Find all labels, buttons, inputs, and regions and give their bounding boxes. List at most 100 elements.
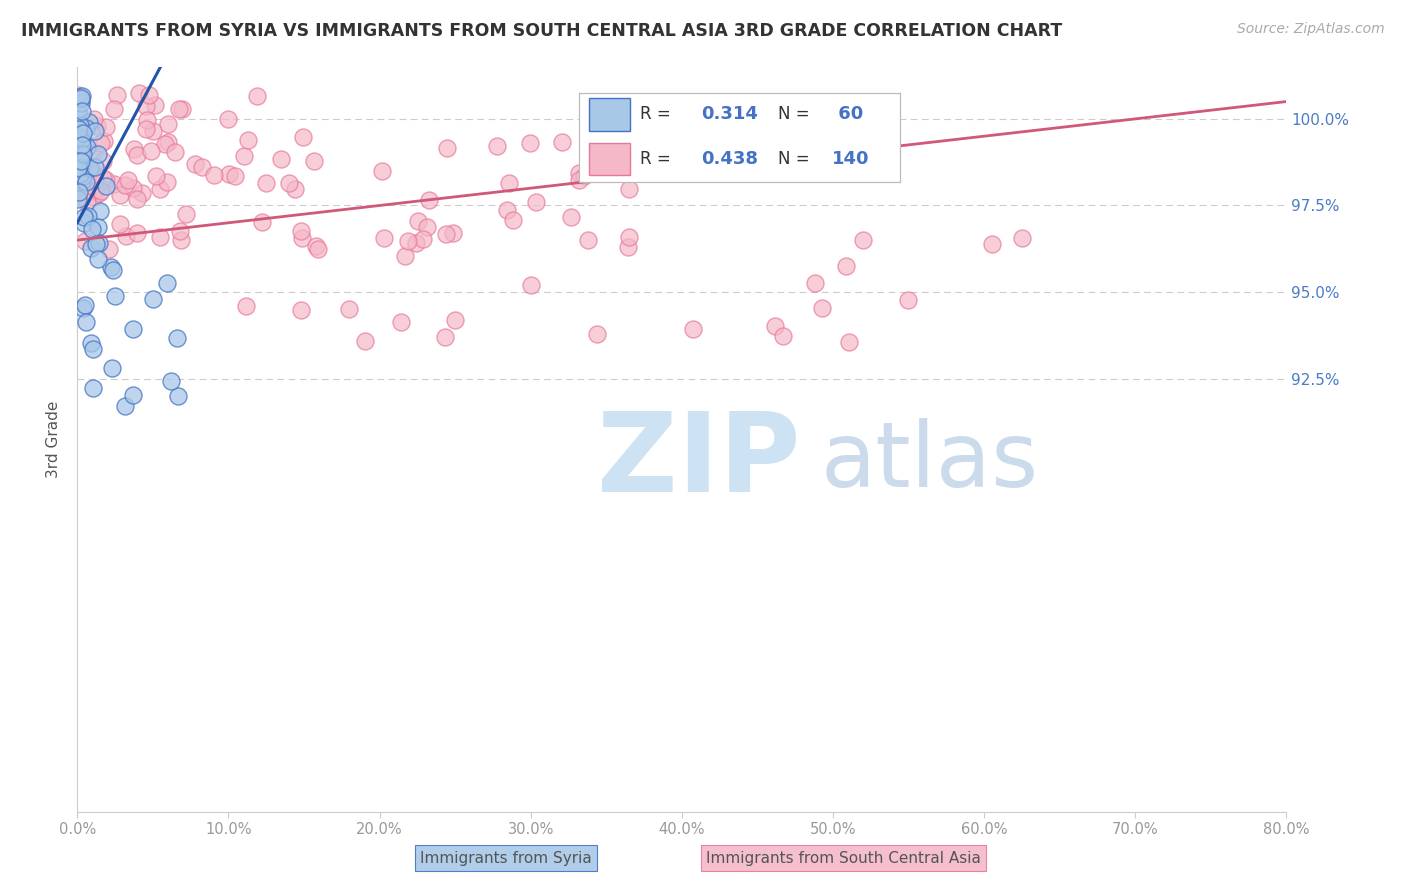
Point: [172, 103, 194, 117]
Point: [66, 129, 89, 144]
Point: [373, 231, 395, 245]
Point: [75, 235, 97, 249]
Point: [389, 315, 412, 329]
Point: [169, 224, 191, 238]
Point: [103, 102, 125, 116]
Point: [136, 112, 159, 127]
Point: [67, 176, 90, 190]
Point: [87, 219, 110, 234]
Point: [434, 227, 457, 242]
Point: [72, 126, 94, 140]
Point: [619, 230, 641, 244]
Point: [127, 148, 149, 162]
Point: [292, 129, 315, 144]
Point: [371, 164, 394, 178]
Point: [125, 226, 148, 240]
Point: [117, 172, 139, 186]
Point: [568, 166, 591, 180]
Point: [75, 121, 97, 136]
Point: [90, 184, 112, 198]
Point: [236, 133, 259, 147]
Point: [84, 124, 107, 138]
Point: [72, 169, 94, 184]
Point: [495, 202, 517, 217]
Point: [305, 239, 328, 253]
Point: [572, 169, 595, 184]
Point: [568, 172, 591, 186]
Point: [79, 161, 101, 176]
Point: [82, 146, 104, 161]
Point: [110, 217, 132, 231]
Point: [128, 86, 150, 100]
Point: [87, 186, 110, 201]
Point: [682, 322, 704, 336]
Point: [270, 152, 292, 166]
Point: [149, 182, 172, 196]
Point: [83, 168, 105, 182]
Point: [250, 214, 273, 228]
Point: [89, 203, 111, 218]
Point: [191, 160, 214, 174]
Text: ZIP: ZIP: [598, 409, 800, 516]
Point: [304, 154, 326, 169]
Point: [72, 173, 94, 187]
Point: [138, 88, 160, 103]
Point: [277, 176, 299, 190]
Point: [441, 226, 464, 240]
Point: [433, 330, 456, 344]
Point: [254, 176, 277, 190]
Point: [66, 189, 89, 203]
Point: [394, 249, 416, 263]
Point: [67, 122, 90, 136]
Point: [166, 331, 188, 345]
Point: [641, 166, 664, 180]
Point: [122, 181, 145, 195]
Y-axis label: 3rd Grade: 3rd Grade: [46, 401, 62, 478]
Point: [75, 315, 97, 329]
Point: [408, 213, 430, 227]
Point: [83, 171, 105, 186]
Point: [72, 155, 94, 169]
Point: [498, 176, 520, 190]
Point: [153, 136, 176, 151]
Point: [405, 235, 427, 250]
Point: [202, 168, 225, 182]
Point: [93, 134, 115, 148]
Point: [897, 293, 920, 307]
Point: [122, 322, 145, 336]
Point: [284, 182, 307, 196]
Point: [76, 209, 98, 223]
Point: [135, 122, 157, 136]
Point: [114, 399, 136, 413]
Point: [70, 96, 93, 111]
Point: [100, 260, 122, 275]
Point: [114, 178, 136, 192]
Point: [444, 313, 467, 327]
Point: [810, 301, 832, 315]
Point: [80, 222, 103, 236]
Point: [160, 375, 183, 389]
Point: [76, 140, 98, 154]
Point: [83, 190, 105, 204]
Point: [396, 234, 419, 248]
Point: [167, 388, 190, 402]
Point: [131, 186, 153, 200]
Point: [86, 252, 108, 267]
Point: [75, 175, 97, 189]
Point: [156, 175, 179, 189]
Point: [502, 213, 524, 227]
Point: [84, 160, 107, 174]
Point: [67, 90, 90, 104]
Point: [981, 236, 1004, 251]
Point: [67, 185, 90, 199]
Point: [246, 88, 269, 103]
Point: [86, 147, 108, 161]
Point: [70, 178, 93, 193]
Point: [66, 192, 89, 206]
Point: [174, 207, 197, 221]
Point: [77, 114, 100, 128]
Point: [763, 318, 786, 333]
Point: [412, 232, 434, 246]
Point: [98, 242, 121, 256]
Point: [135, 99, 157, 113]
